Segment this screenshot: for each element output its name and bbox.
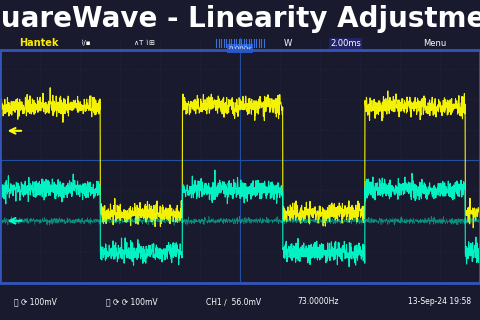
- Text: Menu: Menu: [423, 39, 446, 48]
- Text: Hantek: Hantek: [19, 38, 59, 48]
- Text: W: W: [284, 39, 292, 48]
- Text: 73.0000Hz: 73.0000Hz: [298, 297, 339, 306]
- Text: ∧T ⌇⊞: ∧T ⌇⊞: [133, 40, 155, 46]
- Text: 2.00ms: 2.00ms: [330, 39, 361, 48]
- Text: SquareWave - Linearity Adjustment: SquareWave - Linearity Adjustment: [0, 5, 480, 33]
- Text: ⌇/▪: ⌇/▪: [81, 40, 92, 46]
- Text: 13-Sep-24 19:58: 13-Sep-24 19:58: [408, 297, 471, 306]
- Text: ⏹ ⟳ ⟳ 100mV: ⏹ ⟳ ⟳ 100mV: [106, 297, 157, 306]
- Text: 0.000s: 0.000s: [228, 46, 252, 52]
- Text: ⏹ ⟳ 100mV: ⏹ ⟳ 100mV: [14, 297, 57, 306]
- Text: CH1 ∕  56.0mV: CH1 ∕ 56.0mV: [206, 297, 262, 306]
